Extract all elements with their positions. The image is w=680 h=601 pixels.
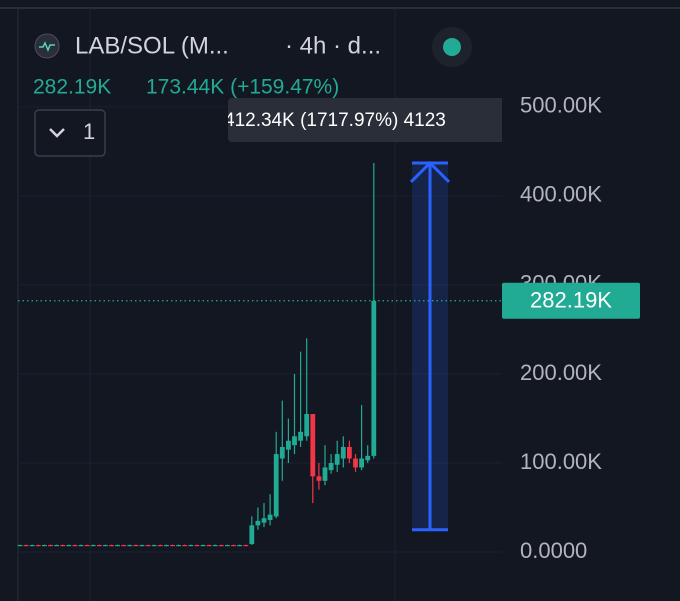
y-tick-label: 500.00K [520, 93, 602, 118]
candle-body [200, 544, 206, 547]
candle-body [231, 544, 236, 547]
candle-body [103, 544, 108, 547]
measure-tooltip [228, 98, 502, 142]
candle-body [188, 544, 194, 547]
candle-body [72, 544, 78, 547]
candle-body [145, 544, 151, 547]
candle-body [279, 446, 285, 459]
candle-body [164, 544, 169, 547]
candle-body [322, 467, 328, 481]
last-price-label: 282.19K [530, 288, 612, 313]
status-dot [443, 38, 461, 56]
candle-body [42, 544, 47, 547]
candle-body [304, 414, 310, 437]
candle-body [90, 544, 96, 547]
candle-body [29, 544, 35, 547]
measure-arrowhead [409, 160, 451, 183]
candle-body [84, 544, 90, 547]
candle-body [66, 544, 72, 547]
candle-body [96, 544, 102, 547]
candle-body [298, 431, 303, 441]
measure-tooltip-text: 412.34K (1717.97%) 4123 [224, 110, 446, 131]
candle-body [261, 518, 267, 523]
candle-body [115, 544, 120, 547]
candle-body [151, 544, 157, 547]
y-tick-label: 400.00K [520, 182, 602, 207]
candle-body [218, 544, 224, 547]
candle-body [133, 544, 139, 547]
header-price: 282.19K [33, 76, 111, 99]
last-price-badge [502, 282, 640, 319]
symbol-icon-glyph [39, 41, 55, 52]
candle-body [249, 525, 255, 545]
candle-body [157, 544, 163, 547]
candle-body [78, 544, 84, 547]
candle-body [176, 544, 181, 547]
candle-body [237, 544, 242, 547]
candle-body [48, 544, 53, 547]
candle-body [170, 544, 175, 547]
indicator-toggle[interactable] [34, 109, 106, 157]
candle-body [127, 544, 133, 547]
indicator-count: 1 [83, 119, 95, 144]
candle-body [23, 544, 29, 547]
symbol-title[interactable]: LAB/SOL (M... [75, 32, 229, 59]
header-change: 173.44K (+159.47%) [146, 76, 339, 99]
candle-body [60, 544, 66, 547]
candle-body [182, 544, 188, 547]
candle-body [286, 440, 291, 450]
candle-body [17, 544, 23, 547]
candle-body [328, 462, 334, 471]
candle-body [347, 446, 352, 459]
candle-body [316, 476, 322, 481]
y-tick-label: 100.00K [520, 449, 602, 474]
chevron-icon [49, 128, 65, 138]
candle-body [35, 544, 41, 547]
candle-body [121, 544, 127, 547]
candle-body [109, 544, 114, 547]
candle-body [310, 414, 316, 477]
candle-body [359, 458, 364, 468]
candle-body [206, 544, 212, 547]
candle-body [139, 544, 145, 547]
price-axis: 0.0000100.00K200.00K300.00K400.00K500.00… [502, 93, 640, 563]
candle-body [334, 454, 340, 465]
interval-info[interactable]: · 4h · d... [285, 32, 381, 59]
candle-body [365, 455, 371, 461]
candle-body [340, 446, 346, 459]
y-tick-label: 0.0000 [520, 538, 587, 563]
plot [17, 160, 502, 547]
y-tick-label: 200.00K [520, 360, 602, 385]
candle-body [371, 300, 377, 456]
candle-body [243, 544, 249, 547]
candle-body [292, 436, 297, 446]
candle-body [267, 514, 273, 520]
candle-body [54, 544, 59, 547]
candle-body [255, 520, 261, 526]
candle-body [194, 544, 200, 547]
candle-body [212, 544, 218, 547]
candle-body [225, 544, 230, 547]
candle-body [273, 454, 279, 517]
candle-body [353, 458, 358, 468]
